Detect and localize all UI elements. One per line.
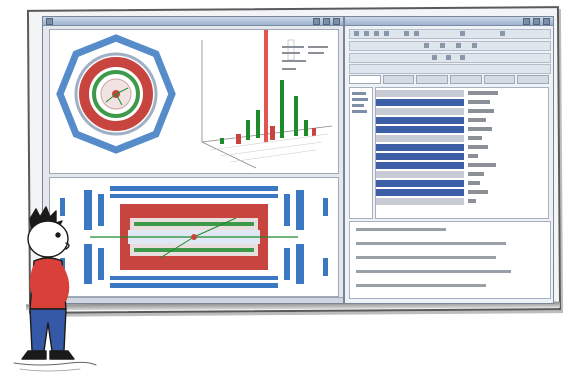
cartoon-figure	[13, 206, 97, 372]
maximize-icon[interactable]	[533, 17, 540, 25]
table-row[interactable]	[376, 117, 548, 125]
toolbar-tool-icon[interactable]	[364, 31, 369, 36]
toolbar-tool-icon[interactable]	[414, 31, 419, 36]
toolbar-tool-icon[interactable]	[354, 31, 359, 36]
minimize-icon[interactable]	[313, 17, 320, 25]
table-row[interactable]	[376, 108, 548, 116]
head-icon	[27, 220, 69, 258]
navigation-toolbar	[349, 41, 551, 51]
outer-muon-ring-icon	[56, 34, 176, 154]
lego-grid	[209, 133, 329, 163]
tab-3[interactable]	[416, 75, 449, 84]
toolbar-tool-icon[interactable]	[456, 43, 461, 48]
property-table	[375, 87, 549, 219]
toolbar-tool-icon[interactable]	[384, 31, 389, 36]
toolbar-tool-icon[interactable]	[460, 31, 465, 36]
tab-5[interactable]	[483, 75, 516, 84]
interaction-point-icon	[191, 234, 197, 240]
tab-6[interactable]	[517, 75, 550, 84]
tree-item[interactable]	[352, 110, 367, 113]
inspector-titlebar[interactable]	[345, 17, 553, 26]
maximize-icon[interactable]	[323, 17, 330, 25]
table-row[interactable]	[376, 144, 548, 152]
log-line	[356, 256, 496, 259]
toolbar-tool-icon[interactable]	[446, 55, 451, 60]
longitudinal-view-panel[interactable]	[49, 177, 339, 297]
menu-toolbar	[349, 29, 551, 39]
event-display-statusbar	[43, 297, 343, 303]
view-toolbar	[349, 53, 551, 63]
close-icon[interactable]	[543, 17, 550, 25]
log-line	[356, 228, 446, 231]
object-tree[interactable]	[349, 87, 373, 219]
inspector-window	[344, 16, 554, 304]
lego-towers	[220, 30, 316, 144]
jeans-icon	[29, 308, 67, 352]
toolbar-tool-icon[interactable]	[440, 43, 445, 48]
transverse-detector-view	[56, 34, 176, 154]
top-view-panel[interactable]	[49, 29, 339, 174]
tab-1[interactable]	[349, 75, 381, 84]
tree-item[interactable]	[352, 98, 368, 101]
toolbar-tool-icon[interactable]	[374, 31, 379, 36]
hcal-ring-icon	[79, 57, 153, 131]
event-display-titlebar[interactable]	[43, 17, 343, 26]
filter-toolbar	[349, 64, 551, 74]
tab-4[interactable]	[450, 75, 482, 84]
top-view-graphics	[56, 30, 333, 169]
toolbar-tool-icon[interactable]	[500, 31, 505, 36]
log-line	[356, 270, 511, 273]
minimize-icon[interactable]	[523, 17, 530, 25]
window-menu-icon[interactable]	[46, 17, 53, 25]
table-row[interactable]	[376, 171, 548, 179]
shoe-icon	[49, 350, 75, 360]
log-line	[356, 284, 486, 287]
toolbar-tool-icon[interactable]	[432, 55, 437, 60]
toolbar-tool-icon[interactable]	[424, 43, 429, 48]
toolbar-tool-icon[interactable]	[404, 31, 409, 36]
table-row[interactable]	[376, 99, 548, 107]
lego-plot-view	[201, 30, 333, 169]
table-row[interactable]	[376, 90, 548, 98]
ecal-ring-icon	[92, 70, 140, 118]
table-row[interactable]	[376, 126, 548, 134]
log-line	[356, 242, 506, 245]
toolbar-tool-icon[interactable]	[460, 55, 465, 60]
tree-item[interactable]	[352, 104, 364, 107]
close-icon[interactable]	[333, 17, 340, 25]
table-row[interactable]	[376, 162, 548, 170]
table-row[interactable]	[376, 135, 548, 143]
table-row[interactable]	[376, 153, 548, 161]
shoe-icon	[21, 350, 47, 360]
toolbar-tool-icon[interactable]	[472, 43, 477, 48]
table-row[interactable]	[376, 198, 548, 206]
magnet-ring-icon	[74, 52, 158, 136]
inspector-tabs	[349, 75, 550, 84]
legend-lines	[282, 46, 328, 70]
output-log[interactable]	[349, 221, 551, 299]
table-row[interactable]	[376, 189, 548, 197]
event-display-window	[42, 16, 344, 304]
tab-2[interactable]	[382, 75, 415, 84]
table-row[interactable]	[376, 180, 548, 188]
tree-item[interactable]	[352, 92, 366, 95]
